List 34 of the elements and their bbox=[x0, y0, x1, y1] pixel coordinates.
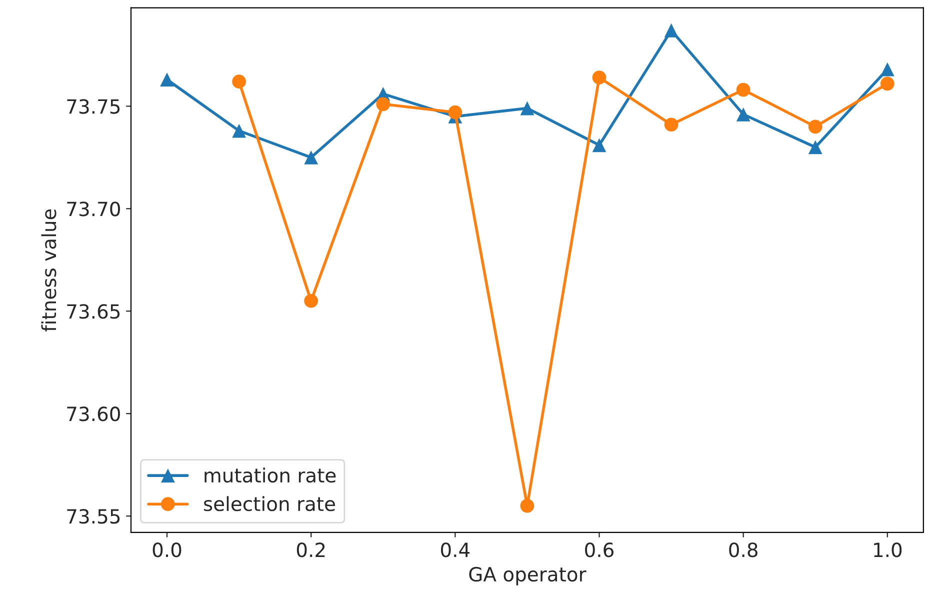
point bbox=[520, 498, 534, 513]
point bbox=[376, 97, 390, 112]
point bbox=[160, 72, 174, 87]
point bbox=[664, 118, 678, 132]
point bbox=[736, 107, 750, 122]
y-tick-label: 73.60 bbox=[67, 406, 120, 422]
y-axis-title: fitness value bbox=[41, 209, 56, 332]
x-tick-label: 0.8 bbox=[729, 542, 758, 558]
y-tick-label: 73.70 bbox=[67, 202, 120, 216]
y-tick-label: 73.75 bbox=[67, 99, 120, 114]
point bbox=[880, 76, 894, 91]
point bbox=[592, 138, 606, 152]
point bbox=[664, 23, 678, 38]
point bbox=[520, 101, 534, 116]
point bbox=[592, 70, 606, 84]
point bbox=[736, 82, 750, 97]
point bbox=[232, 124, 246, 138]
legend-label: selection rate bbox=[204, 496, 335, 512]
x-tick-label: 0.2 bbox=[296, 542, 325, 558]
point bbox=[304, 294, 318, 308]
point bbox=[232, 74, 246, 89]
x-tick-label: 0.4 bbox=[440, 542, 470, 558]
x-tick-label: 1.0 bbox=[874, 542, 902, 558]
x-axis-title: GA operator bbox=[469, 566, 586, 586]
point bbox=[808, 140, 822, 154]
point bbox=[808, 120, 822, 134]
point bbox=[880, 62, 894, 76]
x-tick-label: 0.6 bbox=[585, 542, 614, 558]
y-tick-label: 73.65 bbox=[67, 304, 120, 319]
point bbox=[448, 105, 462, 120]
y-tick-label: 73.55 bbox=[67, 509, 120, 524]
legend-label: mutation rate bbox=[204, 468, 336, 483]
x-tick-label: 0.0 bbox=[152, 542, 182, 558]
point bbox=[304, 150, 318, 164]
